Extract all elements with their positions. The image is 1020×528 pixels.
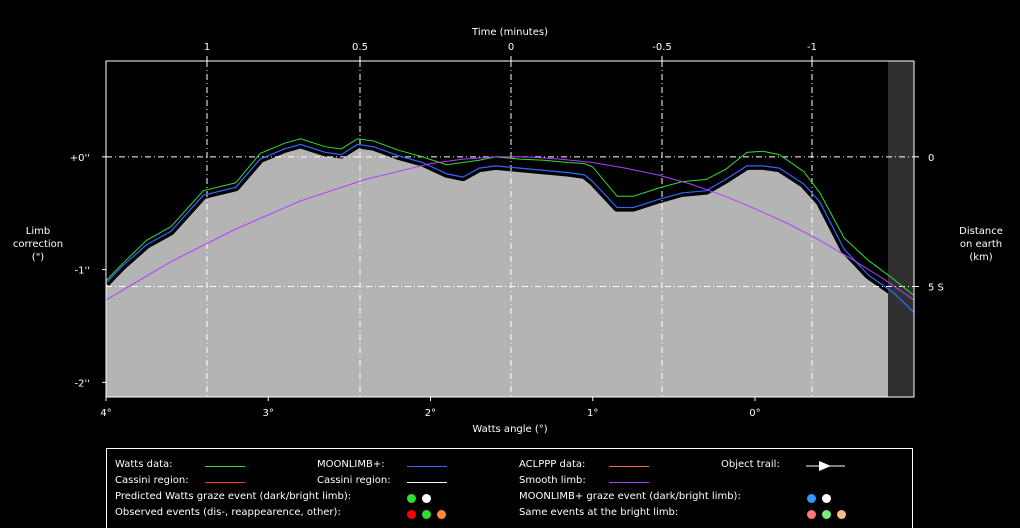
chart: 1 0.5 0 -0.5 -1 0 5 S +0'' -1'' -2'' 4° 3° 2° 1° 0° Tim… [70, 27, 944, 435]
right-axis-label-line: (km) [969, 252, 993, 263]
dot-icon [807, 510, 816, 519]
left-axis-label-line: correction [12, 239, 64, 250]
dot-icon [822, 510, 831, 519]
object-trail-arrow-icon [806, 461, 845, 471]
left-axis-label-line: Limb [25, 226, 51, 237]
legend-label-cassini-region-1: Cassini region: [115, 475, 189, 486]
dark-region [888, 61, 914, 397]
right-axis-label: Distance on earth (km) [950, 225, 1012, 264]
right-tick-label: 5 S [928, 283, 944, 294]
legend-swatch-moonlimb [407, 466, 447, 467]
dot-icon [407, 510, 416, 519]
dot-icon [837, 510, 846, 519]
right-axis-label-line: Distance [959, 226, 1003, 237]
top-tick-label: -0.5 [652, 42, 672, 53]
right-axis-label-line: on earth [959, 239, 1003, 250]
series-moonlimb [105, 143, 915, 313]
bottom-tick-label: 3° [263, 408, 274, 419]
legend-swatch-cassini-region-1 [205, 482, 245, 483]
legend-label-object-trail: Object trail: [721, 459, 780, 470]
legend-label-smooth-limb: Smooth limb: [519, 475, 586, 486]
dot-icon [807, 494, 816, 503]
left-axis-label: Limb correction (") [8, 225, 68, 264]
left-tick-label: +0'' [70, 153, 90, 164]
legend-swatch-cassini-region-2 [407, 482, 447, 483]
dot-icon [407, 494, 416, 503]
bottom-axis-title: Watts angle (°) [472, 424, 547, 435]
right-tick-label: 0 [928, 153, 934, 164]
bottom-tick-label: 2° [425, 408, 436, 419]
top-tick-label: 0.5 [352, 42, 368, 53]
top-tick-label: 1 [204, 42, 210, 53]
series-smooth-limb [105, 156, 915, 301]
legend-label-moonlimb: MOONLIMB+: [317, 459, 385, 470]
legend-swatch-watts-data [205, 466, 245, 467]
left-tick-label: -2'' [75, 378, 90, 389]
legend-label-moonlimb-graze: MOONLIMB+ graze event (dark/bright limb)… [519, 491, 741, 502]
plot-frame [105, 60, 915, 398]
left-tick-label: -1'' [75, 266, 90, 277]
series-watts-data [105, 138, 915, 296]
top-tick-label: -1 [807, 42, 817, 53]
legend-label-bright-limb-events: Same events at the bright limb: [519, 507, 679, 518]
dot-icon [822, 494, 831, 503]
top-axis-title: Time (minutes) [471, 27, 548, 38]
legend-label-cassini-region-2: Cassini region: [317, 475, 391, 486]
legend-label-observed-events: Observed events (dis-, reappearence, oth… [115, 507, 341, 518]
legend-label-aclppp-data: ACLPPP data: [519, 459, 586, 470]
bottom-tick-label: 4° [100, 408, 111, 419]
legend: Watts data: MOONLIMB+: ACLPPP data: Obje… [106, 448, 913, 528]
legend-label-predicted-watts-graze: Predicted Watts graze event (dark/bright… [115, 491, 352, 502]
bottom-tick-label: 0° [749, 408, 760, 419]
top-tick-label: 0 [508, 42, 514, 53]
dot-icon [437, 510, 446, 519]
bottom-tick-label: 1° [587, 408, 598, 419]
dot-icon [422, 494, 431, 503]
dot-icon [422, 510, 431, 519]
legend-label-watts-data: Watts data: [115, 459, 173, 470]
left-axis-label-line: (") [31, 252, 45, 263]
legend-swatch-smooth-limb [609, 482, 649, 483]
legend-swatch-aclppp-data [609, 466, 649, 467]
limb-profile-fill [106, 144, 914, 397]
